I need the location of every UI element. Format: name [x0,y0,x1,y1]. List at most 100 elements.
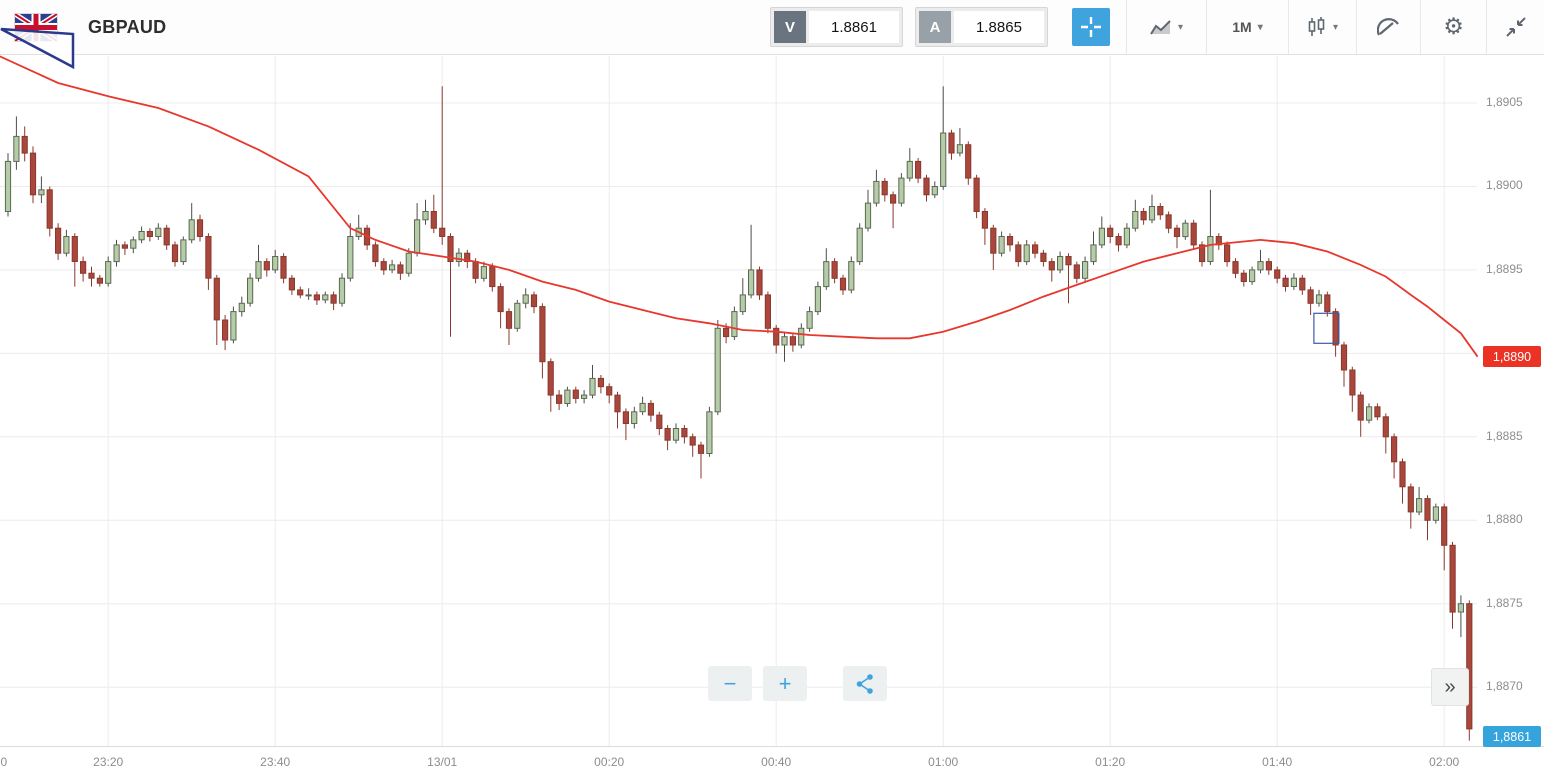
candle-body [681,428,688,438]
candle-body [931,186,938,196]
candle-body [1282,277,1289,288]
jump-to-latest-button[interactable]: » [1431,668,1469,706]
candle-style-dropdown[interactable]: ▾ [1288,0,1356,54]
candle-body [956,144,963,154]
candle-body [1165,214,1172,229]
candle-body [272,256,279,271]
candle-body [530,294,538,308]
candle-body [113,244,120,263]
candle-body [1449,544,1456,613]
candle-body [781,336,788,346]
candle-body [1090,244,1097,263]
selection-annotation-box[interactable] [1313,312,1340,344]
candle-body [1382,416,1389,438]
candle-body [330,294,337,304]
candle-body [597,377,604,388]
zoom-in-button[interactable]: + [763,666,807,701]
candle-body [622,411,629,424]
candle-body [589,377,596,396]
toolbar-controls: V 1.8861 A 1.8865 ▾ 1M ▾ [770,0,1544,54]
candle-body [606,386,613,396]
buy-price-group[interactable]: A 1.8865 [915,7,1048,47]
candle-body [163,227,170,246]
candle-body [756,269,763,296]
candle-body [1140,211,1147,221]
candle-body [1132,211,1139,229]
line-chart-icon [1150,20,1171,35]
candle-body [155,227,162,237]
candle-body [806,311,813,329]
candle-body [1374,406,1381,418]
candle-body [1199,244,1206,263]
candle-body [873,180,880,204]
time-tick-label: 01:00 [928,755,959,769]
timeframe-dropdown[interactable]: 1M ▾ [1206,0,1288,54]
time-tick-label: 00:40 [761,755,792,769]
candle-body [547,361,554,396]
collapse-button[interactable] [1486,0,1544,54]
price-axis[interactable]: 1,8905 1,8900 1,8895 1,8890 1,8885 1,8880 1,88… [1478,56,1544,747]
candle-body [764,294,771,329]
candle-body [213,277,220,321]
candle-body [1240,272,1247,283]
indicators-button[interactable] [1356,0,1420,54]
candle-body [714,327,721,413]
candle-body [1265,261,1273,271]
chevron-down-icon: ▾ [1332,21,1339,33]
candle-body [405,252,412,274]
candle-body [1391,436,1398,463]
candle-body [864,202,872,229]
time-tick-label: 01:40 [1262,755,1293,769]
candle-body [664,428,671,441]
candle-body [238,302,245,313]
candle-body [1057,256,1064,271]
candle-body [1032,244,1039,254]
candle-body [839,277,847,291]
candle-body [297,289,304,296]
sell-price-group[interactable]: V 1.8861 [770,7,903,47]
candle-body [247,277,254,304]
candle-body [38,189,45,196]
candle-body [631,411,638,424]
candle-body [422,211,429,221]
sell-button[interactable]: V [774,11,806,43]
chart-type-dropdown[interactable]: ▾ [1126,0,1206,54]
candle-body [313,294,320,301]
candle-body [1357,394,1364,421]
candle-body [505,311,513,329]
crosshair-tool-button[interactable] [1072,8,1110,46]
candle-body [748,269,755,296]
time-tick-label: 0 [0,755,8,769]
candle-body [1182,222,1189,238]
candle-body [556,394,563,404]
candle-body [948,132,955,154]
candle-body [890,194,897,204]
candlestick-icon [1308,17,1325,36]
candle-body [105,261,112,284]
share-button[interactable] [843,666,887,701]
candle-body [464,252,471,262]
candle-body [1232,261,1239,274]
candle-body [831,261,838,279]
candle-body [222,319,229,341]
buy-price-value: 1.8865 [954,11,1044,43]
candle-body [138,231,145,241]
candle-body [380,261,387,271]
candle-body [522,294,529,304]
candle-body [1274,269,1281,279]
candle-body [130,239,137,249]
ma-price-tag: 1,8890 [1483,346,1541,368]
gauge-icon [1376,18,1399,36]
zoom-out-button[interactable]: − [708,666,752,701]
candle-body [915,160,922,179]
candle-body [898,177,905,204]
candle-body [798,327,805,346]
candle-body [1307,289,1314,304]
price-tick-label: 1,8885 [1486,428,1523,443]
buy-button[interactable]: A [919,11,951,43]
time-axis[interactable]: 0 23:20 23:40 13/01 00:20 00:40 01:00 01:20 01:4… [0,746,1544,783]
settings-button[interactable]: ⚙ [1420,0,1486,54]
candle-body [80,261,87,274]
candle-body [990,227,997,254]
